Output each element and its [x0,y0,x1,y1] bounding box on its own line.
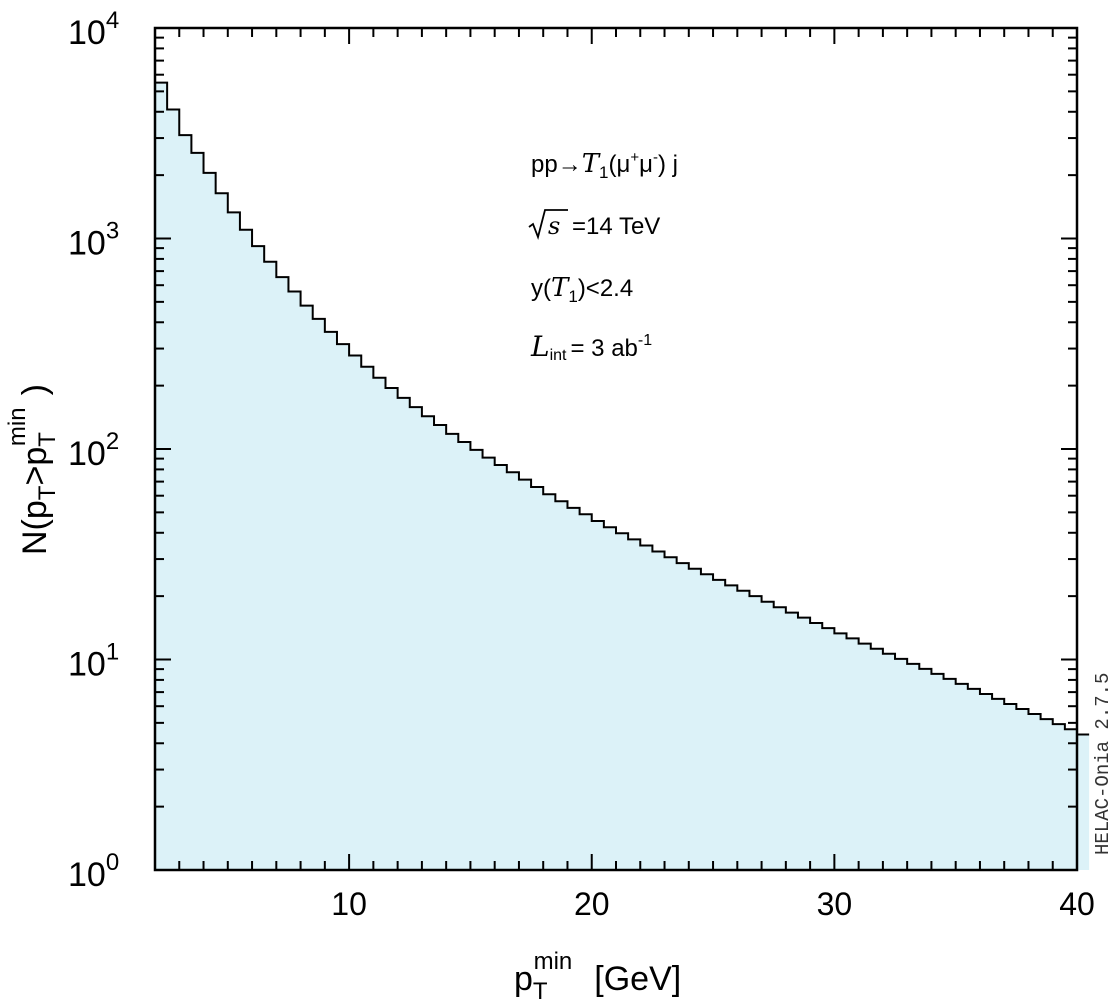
plot-frame [153,26,1079,872]
annotation-lumi: Lint = 3 ab-1 [530,330,652,364]
tick-labels: 10 20 30 40 100 101 102 103 104 [68,7,1095,922]
histogram-fill [155,82,1090,870]
y-axis-label: N(pT>pTmin) [4,384,61,555]
energy-symbol: s [548,212,560,240]
x-tick-label: 40 [1059,886,1095,922]
x-tick-label: 20 [574,886,610,922]
histogram-step-line [155,81,1090,736]
x-tick-label: 30 [817,886,853,922]
y-tick-label: 104 [68,7,119,52]
y-tick-label: 100 [68,849,119,894]
axis-ticks [154,27,1078,871]
annotation-process: pp→T1(μ+μ-) j [531,149,678,182]
y-tick-label: 101 [68,639,119,684]
energy-value: =14 TeV [572,213,660,240]
x-axis-label: pTmin [GeV] [514,948,681,1001]
y-tick-label: 102 [68,428,119,473]
histogram-area [155,81,1090,870]
annotation-energy: s =14 TeV [528,209,660,240]
y-tick-label: 103 [68,218,119,263]
annotation-rapidity: y(T1)<2.4 [531,273,633,306]
x-tick-label: 10 [331,886,367,922]
sqrt-sign [528,209,568,240]
watermark: HELAC-Onia 2.7.5 [1092,673,1108,855]
